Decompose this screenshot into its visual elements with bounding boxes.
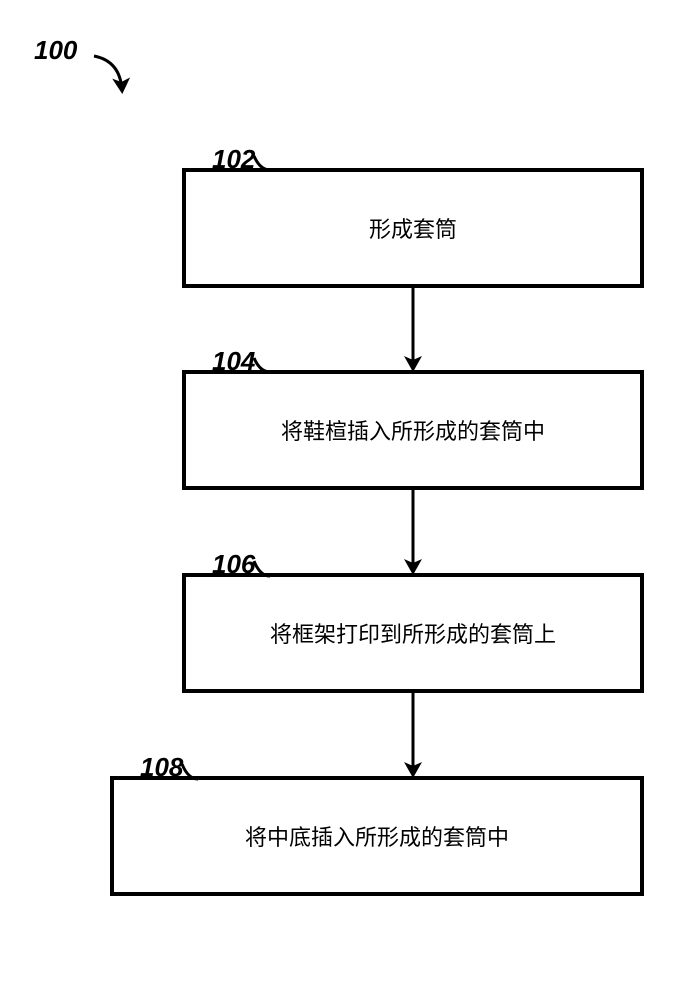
flowchart-canvas: 100 102形成套筒104将鞋楦插入所形成的套筒中106将框架打印到所形成的套… xyxy=(0,0,675,1000)
step-box-102: 形成套筒 xyxy=(182,168,644,288)
step-box-106: 将框架打印到所形成的套筒上 xyxy=(182,573,644,693)
step-box-108: 将中底插入所形成的套筒中 xyxy=(110,776,644,896)
figure-ref-label: 100 xyxy=(34,35,77,66)
step-text: 将框架打印到所形成的套筒上 xyxy=(270,617,556,649)
step-box-104: 将鞋楦插入所形成的套筒中 xyxy=(182,370,644,490)
step-text: 将中底插入所形成的套筒中 xyxy=(245,820,509,852)
figure-ref-arrow xyxy=(94,56,122,90)
step-text: 将鞋楦插入所形成的套筒中 xyxy=(281,414,545,446)
step-text: 形成套筒 xyxy=(369,212,457,244)
